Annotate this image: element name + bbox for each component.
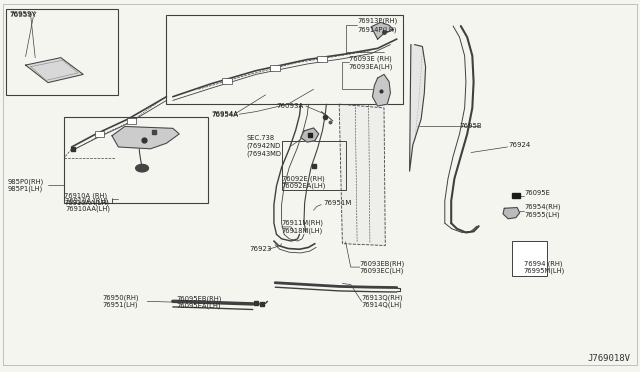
Text: 7695B: 7695B	[460, 124, 482, 129]
Text: J769018V: J769018V	[588, 354, 630, 363]
Text: 76995M(LH): 76995M(LH)	[524, 267, 564, 274]
Bar	[166, 15, 403, 104]
Text: 76924: 76924	[509, 142, 531, 148]
Polygon shape	[26, 58, 83, 83]
Text: 76913Q(RH): 76913Q(RH)	[362, 294, 403, 301]
Text: 76095EA(LH): 76095EA(LH)	[176, 303, 221, 310]
Bar	[317, 56, 327, 62]
Polygon shape	[339, 104, 385, 246]
Bar	[282, 141, 346, 190]
Text: 76910A (RH): 76910A (RH)	[65, 198, 108, 204]
Text: 76950(RH): 76950(RH)	[102, 294, 139, 301]
Text: 76918M(LH): 76918M(LH)	[282, 227, 323, 234]
Text: 76959Y: 76959Y	[10, 11, 36, 17]
Text: 985P0(RH): 985P0(RH)	[8, 178, 44, 185]
Text: SEC.738: SEC.738	[246, 135, 275, 141]
Text: 76955(LH): 76955(LH)	[525, 211, 561, 218]
Text: 76923: 76923	[250, 246, 272, 252]
Text: 76093E (RH): 76093E (RH)	[349, 55, 392, 62]
Polygon shape	[410, 45, 426, 171]
Bar	[270, 65, 280, 71]
Text: (76943MD: (76943MD	[246, 150, 282, 157]
Text: 985P1(LH): 985P1(LH)	[8, 186, 43, 192]
Polygon shape	[112, 126, 179, 149]
Polygon shape	[372, 74, 390, 106]
Polygon shape	[371, 22, 394, 39]
Text: 76910AA(LH): 76910AA(LH)	[64, 199, 109, 206]
Text: 76954(RH): 76954(RH)	[525, 204, 561, 211]
Text: 76911M(RH): 76911M(RH)	[282, 220, 324, 227]
Text: 76093A: 76093A	[276, 103, 304, 109]
Text: 76095EB(RH): 76095EB(RH)	[176, 295, 221, 302]
Text: 76092EA(LH): 76092EA(LH)	[282, 183, 326, 189]
Bar	[222, 78, 232, 84]
Text: 76910A (RH): 76910A (RH)	[64, 192, 107, 199]
Text: 76954A: 76954A	[211, 111, 238, 117]
Text: 76095E: 76095E	[525, 190, 550, 196]
Polygon shape	[512, 193, 520, 198]
Text: 76954A: 76954A	[211, 112, 238, 118]
Polygon shape	[301, 128, 319, 142]
Text: 76093EC(LH): 76093EC(LH)	[360, 267, 404, 274]
Bar	[95, 131, 104, 137]
Text: 76951(LH): 76951(LH)	[102, 302, 138, 308]
Bar	[64, 117, 208, 203]
Bar	[6, 9, 118, 95]
Text: 76914P(LH): 76914P(LH)	[357, 26, 397, 33]
Text: 76994 (RH): 76994 (RH)	[524, 260, 562, 267]
Text: 76093EA(LH): 76093EA(LH)	[349, 64, 393, 70]
Text: 76914Q(LH): 76914Q(LH)	[362, 302, 403, 308]
Text: 76913P(RH): 76913P(RH)	[357, 18, 397, 25]
Circle shape	[136, 164, 148, 172]
Polygon shape	[503, 208, 520, 219]
Text: 76951M: 76951M	[323, 200, 351, 206]
Text: 76959Y: 76959Y	[10, 12, 37, 18]
Text: 76092E (RH): 76092E (RH)	[282, 175, 324, 182]
Text: 76910AA(LH): 76910AA(LH)	[65, 205, 110, 212]
Bar	[127, 118, 136, 124]
Bar	[512, 241, 547, 276]
Text: (76942ND: (76942ND	[246, 142, 281, 149]
Text: 76093EB(RH): 76093EB(RH)	[360, 260, 405, 267]
